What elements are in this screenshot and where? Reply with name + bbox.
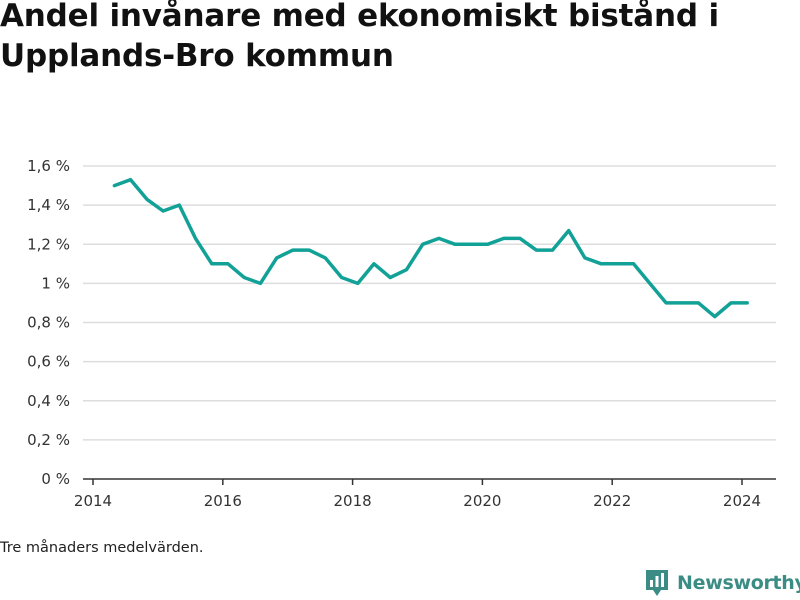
y-tick-label: 1 % bbox=[41, 274, 70, 292]
y-tick-label: 0,2 % bbox=[27, 431, 70, 449]
brand-name: Newsworthy bbox=[677, 572, 800, 594]
y-tick-label: 1,4 % bbox=[27, 196, 70, 214]
series-line bbox=[112, 177, 749, 319]
x-tick-label: 2022 bbox=[593, 492, 631, 510]
x-axis: 2014 2016 2018 2020 2022 2024 bbox=[74, 478, 776, 510]
y-tick-label: 0,4 % bbox=[27, 392, 70, 410]
x-tick-label: 2018 bbox=[334, 492, 372, 510]
newsworthy-logo-icon bbox=[646, 570, 668, 596]
y-tick-label: 0 % bbox=[41, 470, 70, 488]
x-tick-label: 2016 bbox=[204, 492, 242, 510]
footnote: Tre månaders medelvärden. bbox=[0, 540, 204, 556]
y-axis-ticks: 0 % 0,2 % 0,4 % 0,6 % 0,8 % 1 % 1,2 % 1,4 % 1,6 … bbox=[27, 157, 70, 488]
y-tick-label: 1,2 % bbox=[27, 235, 70, 253]
x-tick-label: 2024 bbox=[723, 492, 761, 510]
x-tick-label: 2014 bbox=[74, 492, 112, 510]
brand-logo[interactable]: Newsworthy bbox=[644, 568, 800, 598]
y-tick-label: 0,8 % bbox=[27, 314, 70, 332]
y-tick-label: 1,6 % bbox=[27, 157, 70, 175]
chart-title: Andel invånare med ekonomiskt bistånd i … bbox=[0, 0, 719, 74]
x-tick-label: 2020 bbox=[463, 492, 501, 510]
y-tick-label: 0,6 % bbox=[27, 353, 70, 371]
series-group bbox=[112, 177, 749, 319]
